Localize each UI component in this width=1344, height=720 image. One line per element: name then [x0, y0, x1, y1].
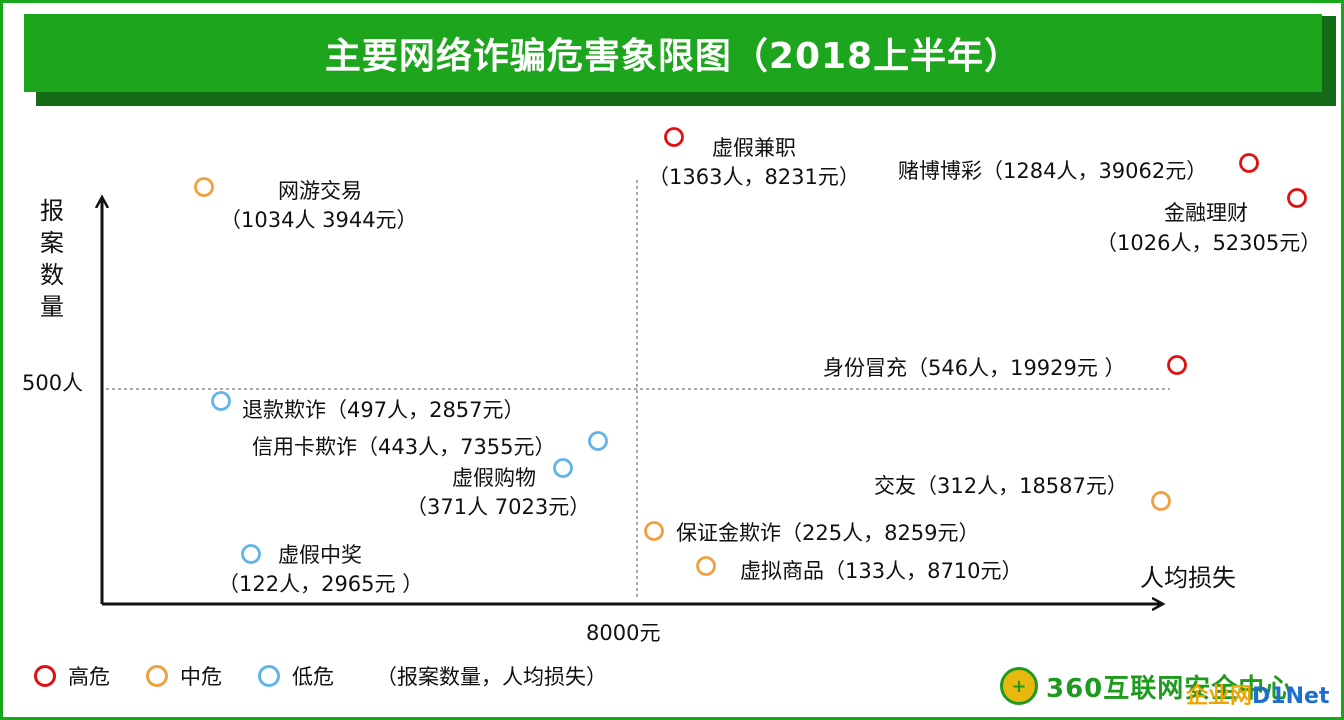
watermark-text-b: D1Net	[1252, 684, 1330, 709]
point-marker-high	[1239, 153, 1259, 173]
point-label: 金融理财	[1164, 201, 1248, 225]
watermark: 企业网D1Net	[1186, 678, 1329, 710]
point-label: （1034人 3944元）	[220, 208, 418, 232]
point-marker-medium	[1151, 491, 1171, 511]
point-label: 信用卡欺诈（443人，7355元）	[252, 435, 556, 459]
y-axis-label: 报案数量	[40, 197, 64, 321]
legend-low-label: 低危	[292, 665, 334, 689]
point-marker-high	[1167, 355, 1187, 375]
legend-medium-label: 中危	[180, 665, 222, 689]
legend-low-marker	[258, 665, 280, 687]
x-axis-label: 人均损失	[1140, 564, 1236, 592]
data-points	[194, 127, 1307, 576]
point-marker-medium	[194, 177, 214, 197]
point-marker-low	[211, 391, 231, 411]
legend-item-medium: 中危	[146, 661, 222, 691]
point-label: （122人，2965元 ）	[218, 572, 423, 596]
chart-title: 主要网络诈骗危害象限图（2018上半年）	[324, 36, 1022, 77]
point-marker-low	[588, 431, 608, 451]
point-labels: 虚假兼职 （1363人，8231元） 赌博博彩（1284人，39062元） 金融理财 （…	[218, 136, 1321, 596]
point-marker-high	[664, 127, 684, 147]
point-label: 赌博博彩（1284人，39062元）	[898, 159, 1207, 183]
point-label: （371人 7023元）	[406, 495, 590, 519]
legend-item-low: 低危	[258, 661, 334, 691]
point-label: 网游交易	[278, 179, 362, 203]
point-label: 虚拟商品（133人，8710元）	[740, 559, 1023, 583]
legend-medium-marker	[146, 665, 168, 687]
shield-emblem-icon: +	[1000, 667, 1038, 705]
x-reference-tick-label: 8000元	[586, 621, 660, 645]
point-label: 虚假兼职	[712, 136, 796, 160]
y-axis-label-char: 数	[40, 261, 64, 289]
point-label: 身份冒充（546人，19929元 ）	[823, 356, 1126, 380]
y-reference-tick-label: 500人	[22, 371, 83, 395]
brand-logo: + 360互联网安全中心	[1000, 666, 1340, 706]
brand-logo-text: 360互联网安全中心	[1046, 673, 1293, 704]
y-axis-label-char: 报	[40, 197, 64, 225]
y-axis-label-char: 案	[40, 229, 64, 257]
legend-item-high: 高危	[34, 661, 110, 691]
legend-high-marker	[34, 665, 56, 687]
point-marker-medium	[644, 521, 664, 541]
title-bar: 主要网络诈骗危害象限图（2018上半年）	[24, 14, 1322, 92]
point-label: 交友（312人，18587元）	[874, 474, 1128, 498]
point-marker-high	[1287, 188, 1307, 208]
point-label: 退款欺诈（497人，2857元）	[242, 398, 525, 422]
point-label: （1026人，52305元）	[1096, 231, 1321, 255]
point-marker-low	[553, 458, 573, 478]
y-axis-label-char: 量	[40, 293, 64, 321]
legend-high-label: 高危	[68, 665, 110, 689]
point-label: （1363人，8231元）	[648, 165, 860, 189]
point-label: 保证金欺诈（225人，8259元）	[676, 521, 980, 545]
legend: 高危 中危 低危 （报案数量，人均损失）	[34, 660, 607, 692]
point-label: 虚假中奖	[278, 543, 362, 567]
watermark-text-a: 企业网	[1186, 684, 1253, 709]
point-marker-low	[241, 544, 261, 564]
point-label: 虚假购物	[452, 466, 536, 490]
point-marker-medium	[696, 556, 716, 576]
legend-note: （报案数量，人均损失）	[376, 665, 607, 689]
